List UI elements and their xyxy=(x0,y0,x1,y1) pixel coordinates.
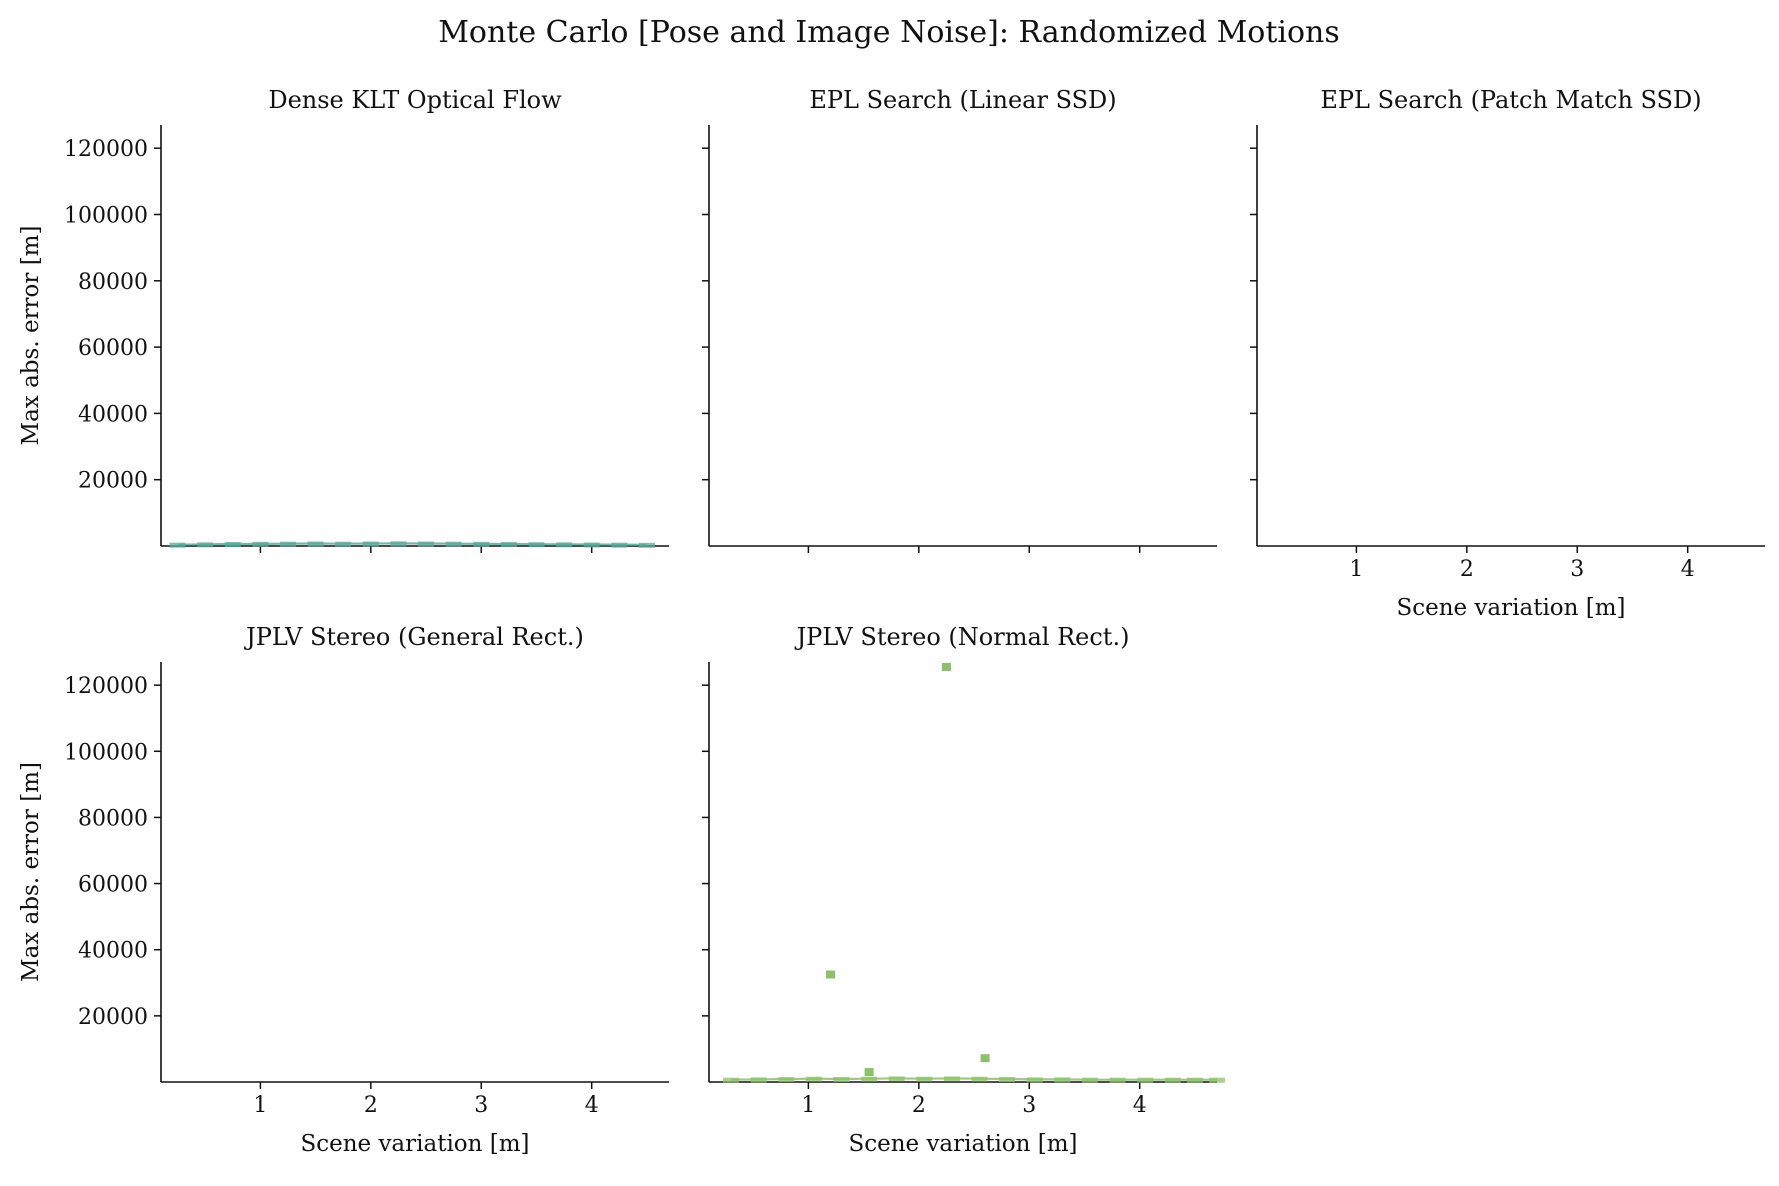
subplot-title: JPLV Stereo (General Rect.) xyxy=(243,623,584,651)
data-point xyxy=(750,1077,767,1083)
data-point xyxy=(362,541,379,547)
y-tick-label: 80000 xyxy=(78,806,148,831)
data-point xyxy=(888,1076,905,1082)
y-axis-label: Max abs. error [m] xyxy=(18,226,44,446)
y-tick-label: 40000 xyxy=(78,939,148,964)
x-axis-label: Scene variation [m] xyxy=(300,1131,529,1157)
data-point xyxy=(1164,1077,1181,1083)
data-point xyxy=(1026,1077,1043,1083)
subplot-title: JPLV Stereo (Normal Rect.) xyxy=(794,623,1130,651)
data-point xyxy=(1137,1077,1154,1083)
y-tick-label: 60000 xyxy=(78,873,148,898)
data-point xyxy=(224,542,241,548)
data-point xyxy=(252,541,269,547)
data-point xyxy=(1209,1077,1225,1083)
x-tick-label: 1 xyxy=(1349,557,1363,582)
data-point xyxy=(307,541,324,547)
data-point xyxy=(1054,1077,1071,1083)
data-point xyxy=(861,1076,878,1082)
data-point xyxy=(500,542,517,548)
x-tick-label: 1 xyxy=(253,1093,267,1118)
data-point xyxy=(556,542,573,548)
y-tick-label: 20000 xyxy=(78,469,148,494)
data-point xyxy=(833,1077,850,1083)
data-point xyxy=(723,1077,740,1083)
y-tick-label: 100000 xyxy=(64,204,148,229)
series-band xyxy=(169,541,655,548)
y-axis-label: Max abs. error [m] xyxy=(18,762,44,982)
data-point xyxy=(638,542,655,548)
data-point xyxy=(1082,1077,1098,1083)
data-point xyxy=(805,1076,822,1082)
data-point xyxy=(943,1076,960,1082)
data-point xyxy=(864,1068,874,1077)
data-point xyxy=(611,542,628,548)
y-tick-label: 120000 xyxy=(64,137,148,162)
y-tick-label: 100000 xyxy=(64,740,148,765)
data-point xyxy=(778,1077,795,1083)
x-tick-label: 4 xyxy=(585,1093,599,1118)
data-point xyxy=(1109,1077,1126,1083)
subplot-grid: Dense KLT Optical Flow 20000 40000 60000 800… xyxy=(18,86,1765,1157)
subplot-4: JPLV Stereo (General Rect.) 20000 40000 600… xyxy=(18,623,669,1157)
data-point xyxy=(169,542,186,548)
y-tick-label: 80000 xyxy=(78,270,148,295)
subplot-title: EPL Search (Linear SSD) xyxy=(809,86,1116,114)
y-tick-label: 20000 xyxy=(78,1005,148,1030)
subplot-5: JPLV Stereo (Normal Rect.) 1 2 3 4 Scene vari… xyxy=(702,623,1225,1157)
x-axis-label: Scene variation [m] xyxy=(1396,595,1625,621)
data-point xyxy=(418,541,435,547)
subplot-1: Dense KLT Optical Flow 20000 40000 60000 800… xyxy=(18,86,669,553)
y-tick-label: 40000 xyxy=(78,402,148,427)
data-point xyxy=(916,1076,933,1082)
data-point xyxy=(280,541,296,547)
subplot-3: EPL Search (Patch Match SSD) 1 2 3 4 Scene va… xyxy=(1250,86,1765,621)
data-point xyxy=(583,542,600,548)
x-tick-label: 1 xyxy=(801,1093,815,1118)
x-tick-label: 4 xyxy=(1133,1093,1147,1118)
x-tick-label: 4 xyxy=(1681,557,1695,582)
data-point xyxy=(473,541,490,547)
data-point xyxy=(1186,1077,1203,1083)
x-tick-label: 3 xyxy=(474,1093,488,1118)
data-point xyxy=(999,1077,1016,1083)
series-outliers xyxy=(825,662,990,1077)
data-point xyxy=(980,1054,990,1063)
x-tick-label: 2 xyxy=(1460,557,1474,582)
data-point xyxy=(445,541,462,547)
data-point xyxy=(971,1076,988,1082)
figure-title: Monte Carlo [Pose and Image Noise]: Rand… xyxy=(438,15,1340,50)
x-axis-label: Scene variation [m] xyxy=(848,1131,1077,1157)
subplot-title: EPL Search (Patch Match SSD) xyxy=(1320,86,1701,114)
data-point xyxy=(335,541,352,547)
x-tick-label: 3 xyxy=(1022,1093,1036,1118)
y-tick-label: 60000 xyxy=(78,336,148,361)
data-point xyxy=(390,541,407,547)
data-point xyxy=(197,542,214,548)
data-point xyxy=(825,970,835,979)
subplot-title: Dense KLT Optical Flow xyxy=(268,86,562,114)
y-tick-label: 120000 xyxy=(64,674,148,699)
x-tick-label: 2 xyxy=(364,1093,378,1118)
x-tick-label: 2 xyxy=(912,1093,926,1118)
data-point xyxy=(528,542,545,548)
data-point xyxy=(941,662,951,671)
series-band xyxy=(723,1076,1225,1083)
subplot-2: EPL Search (Linear SSD) xyxy=(702,86,1217,553)
x-tick-label: 3 xyxy=(1570,557,1584,582)
